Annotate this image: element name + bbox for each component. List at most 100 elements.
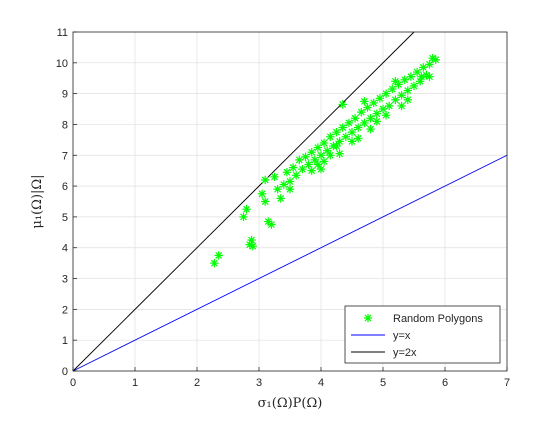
data-point <box>292 171 301 180</box>
data-point <box>304 160 313 169</box>
star-stroke <box>379 105 387 113</box>
star-stroke <box>382 90 390 98</box>
data-point <box>419 63 428 72</box>
data-point <box>347 137 357 146</box>
data-point <box>239 212 248 222</box>
data-point <box>338 100 347 109</box>
data-point <box>307 166 316 175</box>
star-stroke <box>416 77 424 85</box>
data-point <box>247 235 256 245</box>
data-point <box>301 152 310 162</box>
data-point <box>261 175 270 185</box>
star-stroke <box>370 99 378 107</box>
star-stroke <box>336 137 344 145</box>
reference-lines <box>72 31 508 372</box>
data-point <box>261 197 270 206</box>
star-stroke <box>289 164 297 172</box>
data-point <box>397 101 406 111</box>
star-stroke <box>354 134 362 142</box>
star-stroke <box>432 56 440 64</box>
star-stroke <box>373 110 381 118</box>
star-stroke <box>320 139 328 147</box>
data-point <box>400 75 409 84</box>
star-stroke <box>401 76 409 84</box>
y-tick-label: 10 <box>56 58 68 70</box>
legend-label: Random Polygons <box>393 313 483 325</box>
star-stroke <box>398 102 406 110</box>
data-point <box>385 101 394 111</box>
data-point <box>319 138 329 148</box>
star-stroke <box>382 111 390 119</box>
star-stroke <box>391 96 399 104</box>
data-point <box>388 84 397 94</box>
star-stroke <box>395 80 402 88</box>
x-tick-label: 0 <box>70 377 76 389</box>
star-stroke <box>298 165 306 173</box>
star-stroke <box>360 119 368 127</box>
y-tick-label: 6 <box>62 181 68 193</box>
data-point <box>214 251 223 260</box>
x-tick-label: 6 <box>442 377 448 389</box>
data-point <box>335 149 344 158</box>
x-tick-label: 2 <box>194 377 200 389</box>
star-stroke <box>336 150 344 158</box>
data-point <box>338 123 347 132</box>
star-stroke <box>367 125 375 133</box>
y-tick-label: 5 <box>62 212 68 224</box>
star-stroke <box>286 185 294 193</box>
star-stroke <box>274 185 282 193</box>
data-point <box>409 81 419 91</box>
star-stroke <box>339 124 347 131</box>
y-tick-label: 9 <box>62 89 68 101</box>
star-stroke <box>243 205 251 213</box>
star-stroke <box>314 144 322 152</box>
y-tick-label: 3 <box>62 274 68 286</box>
data-point <box>273 184 282 194</box>
star-stroke <box>426 60 433 68</box>
x-tick-label: 4 <box>318 377 324 389</box>
star-stroke <box>258 190 266 198</box>
star-stroke <box>292 171 300 179</box>
star-stroke <box>364 314 372 322</box>
legend: Random Polygons y=x y=2x <box>344 305 501 364</box>
data-point <box>354 134 363 143</box>
data-point <box>397 90 406 100</box>
data-point <box>276 194 285 203</box>
star-stroke <box>348 137 356 145</box>
data-point <box>307 147 316 157</box>
star-stroke <box>314 161 322 168</box>
star-stroke <box>391 77 399 85</box>
data-point <box>242 205 251 214</box>
star-stroke <box>373 117 381 125</box>
data-point <box>282 168 292 177</box>
grid <box>72 31 508 372</box>
data-point <box>431 55 440 64</box>
data-point <box>298 164 307 174</box>
data-point <box>360 118 369 128</box>
y-tick-label: 8 <box>62 119 68 131</box>
star-stroke <box>317 151 325 159</box>
data-point <box>248 241 257 251</box>
y-tick-label: 4 <box>62 243 68 255</box>
data-point <box>285 177 295 186</box>
data-point <box>391 95 400 104</box>
data-point <box>310 155 319 165</box>
data-point <box>313 160 323 169</box>
star-stroke <box>311 156 319 164</box>
star-stroke <box>404 96 412 104</box>
data-point <box>375 94 385 103</box>
star-stroke <box>248 236 256 244</box>
data-point <box>332 127 341 137</box>
star-stroke <box>305 161 313 168</box>
data-point <box>279 180 288 189</box>
data-point <box>295 155 304 165</box>
data-point <box>313 143 323 152</box>
legend-label: y=x <box>393 330 411 342</box>
star-stroke <box>308 167 316 175</box>
data-point <box>316 164 326 174</box>
star-stroke <box>364 104 371 111</box>
x-tick-label: 5 <box>380 377 386 389</box>
y-tick-label: 11 <box>57 27 68 39</box>
star-stroke <box>385 102 393 110</box>
